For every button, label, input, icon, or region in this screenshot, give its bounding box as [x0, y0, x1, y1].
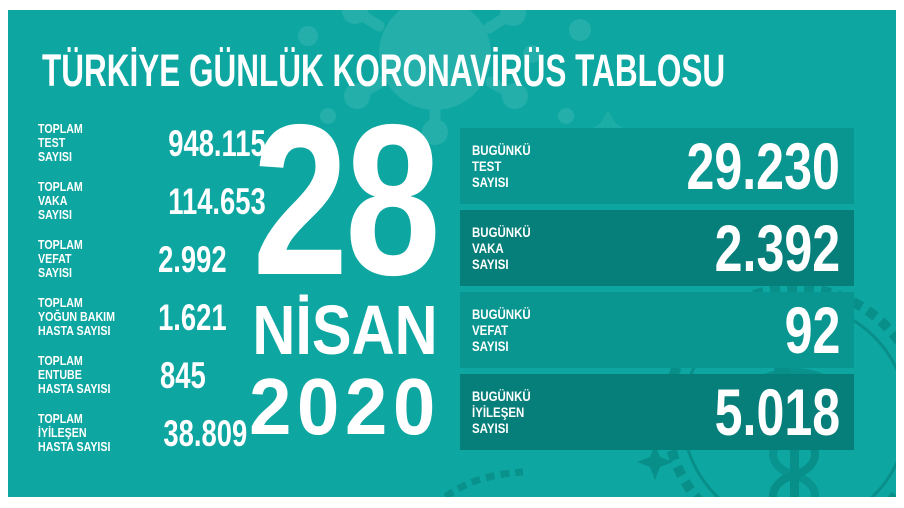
stat-value: 38.809 — [163, 412, 248, 454]
stat-row-total-test: TOPLAM TEST SAYISI 948.115 — [38, 120, 266, 166]
date-day: 28 — [252, 79, 441, 320]
stat-label: TOPLAM YOĞUN BAKIM HASTA SAYISI — [38, 294, 115, 339]
stat-value: 2.392 — [714, 211, 840, 285]
stat-label: TOPLAM ENTUBE HASTA SAYISI — [38, 352, 111, 397]
stat-label: BUGÜNKÜ VAKA SAYISI — [472, 223, 531, 273]
infographic-canvas: TÜRKİYE GÜNLÜK KORONAVİRÜS TABLOSU TOPLA… — [8, 10, 896, 497]
stat-label: TOPLAM İYİLEŞEN HASTA SAYISI — [38, 410, 111, 455]
stat-label: BUGÜNKÜ TEST SAYISI — [472, 141, 531, 191]
stat-value: 845 — [160, 354, 206, 396]
daily-stats-panel: BUGÜNKÜ TEST SAYISI 29.230 BUGÜNKÜ VAKA … — [460, 128, 854, 456]
cumulative-stats-panel: TOPLAM TEST SAYISI 948.115 TOPLAM VAKA S… — [38, 120, 266, 468]
date-year: 2020 — [249, 362, 441, 452]
stat-label: BUGÜNKÜ VEFAT SAYISI — [472, 305, 531, 355]
stat-label: TOPLAM VAKA SAYISI — [38, 178, 83, 223]
stat-value: 5.018 — [714, 375, 840, 449]
stat-row-total-intubated: TOPLAM ENTUBE HASTA SAYISI 845 — [38, 352, 206, 398]
stat-row-daily-test: BUGÜNKÜ TEST SAYISI 29.230 — [460, 128, 854, 204]
stat-value: 1.621 — [158, 296, 227, 338]
date-month: NİSAN — [252, 291, 438, 370]
stat-label: TOPLAM VEFAT SAYISI — [38, 236, 83, 281]
stat-row-total-recovered: TOPLAM İYİLEŞEN HASTA SAYISI 38.809 — [38, 410, 247, 456]
stat-row-daily-recovered: BUGÜNKÜ İYİLEŞEN SAYISI 5.018 — [460, 374, 854, 450]
stat-value: 92 — [784, 293, 840, 367]
page-title: TÜRKİYE GÜNLÜK KORONAVİRÜS TABLOSU — [42, 45, 726, 96]
stat-value: 948.115 — [168, 122, 266, 164]
stat-label: BUGÜNKÜ İYİLEŞEN SAYISI — [472, 387, 531, 437]
stat-row-total-death: TOPLAM VEFAT SAYISI 2.992 — [38, 236, 227, 282]
stat-row-total-icu: TOPLAM YOĞUN BAKIM HASTA SAYISI 1.621 — [38, 294, 227, 340]
stat-row-daily-case: BUGÜNKÜ VAKA SAYISI 2.392 — [460, 210, 854, 286]
stat-value: 29.230 — [686, 129, 840, 203]
stat-label: TOPLAM TEST SAYISI — [38, 120, 83, 165]
stat-value: 2.992 — [158, 238, 227, 280]
stat-row-total-case: TOPLAM VAKA SAYISI 114.653 — [38, 178, 266, 224]
date-block: 28 NİSAN 2020 — [226, 79, 464, 452]
stat-row-daily-death: BUGÜNKÜ VEFAT SAYISI 92 — [460, 292, 854, 368]
stat-value: 114.653 — [168, 180, 266, 222]
